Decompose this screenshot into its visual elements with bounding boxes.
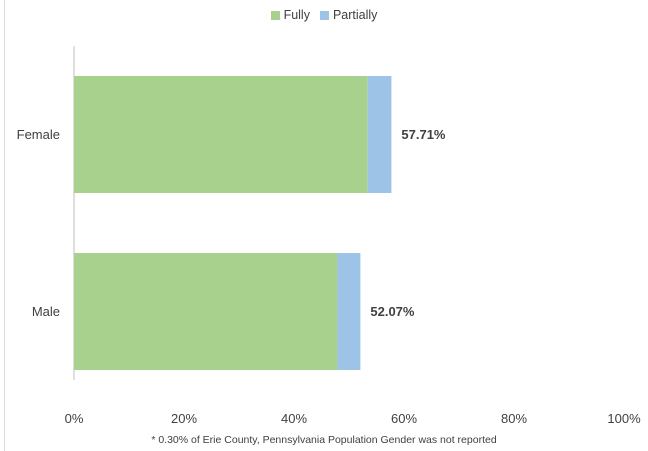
footnote: * 0.30% of Erie County, Pennsylvania Pop… — [151, 434, 497, 446]
bar-male-fully — [74, 253, 338, 370]
x-tick-label-0: 0% — [65, 411, 84, 426]
bar-male-partially — [337, 253, 361, 370]
x-tick-label-4: 80% — [501, 411, 527, 426]
x-tick-label-5: 100% — [607, 411, 641, 426]
category-label-female: Female — [17, 127, 60, 142]
bar-female-partially — [367, 76, 392, 193]
total-label-female: 57.71% — [401, 127, 446, 142]
bar-female-fully — [74, 76, 368, 193]
total-label-male: 52.07% — [370, 304, 415, 319]
category-label-male: Male — [32, 304, 60, 319]
legend-swatch-fully — [270, 10, 280, 20]
legend-label-partially: Partially — [332, 8, 378, 22]
x-tick-label-1: 20% — [171, 411, 197, 426]
legend: Fully Partially — [0, 8, 648, 22]
left-border — [4, 0, 5, 451]
legend-label-fully: Fully — [283, 8, 310, 22]
x-tick-label-3: 60% — [391, 411, 417, 426]
legend-swatch-partially — [319, 10, 329, 20]
legend-item-fully: Fully — [270, 8, 310, 22]
x-tick-label-2: 40% — [281, 411, 307, 426]
legend-item-partially: Partially — [319, 8, 378, 22]
